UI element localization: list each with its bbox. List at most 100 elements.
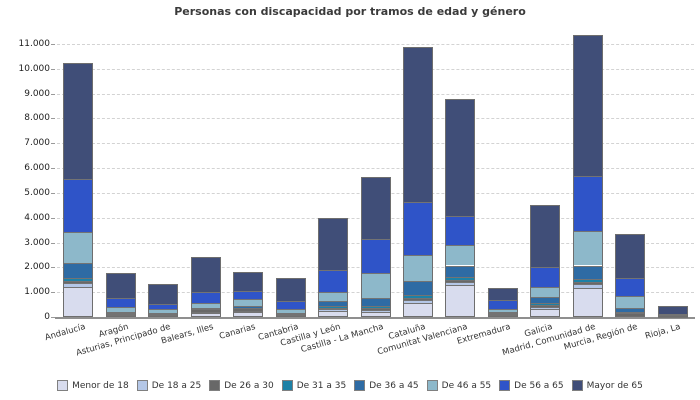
bar-segment-de-26-a-30[interactable] bbox=[487, 313, 518, 315]
bar-segment-mayor-de-65[interactable] bbox=[487, 288, 518, 301]
bar-segment-de-36-a-45[interactable] bbox=[318, 301, 349, 307]
bar-segment-de-36-a-45[interactable] bbox=[105, 311, 136, 314]
bar-segment-de-31-a-35[interactable] bbox=[360, 306, 391, 309]
bar-segment-mayor-de-65[interactable] bbox=[63, 62, 94, 179]
bar-segment-mayor-de-65[interactable] bbox=[615, 233, 646, 279]
bar-segment-mayor-de-65[interactable] bbox=[360, 176, 391, 239]
bar-segment-de-31-a-35[interactable] bbox=[233, 307, 264, 309]
legend-item-de-36-a-45[interactable]: De 36 a 45 bbox=[354, 380, 419, 391]
bar-segment-mayor-de-65[interactable] bbox=[657, 306, 688, 314]
bar-segment-de-36-a-45[interactable] bbox=[445, 265, 476, 278]
bar-segment-de-26-a-30[interactable] bbox=[63, 281, 94, 284]
bar-segment-de-56-a-65[interactable] bbox=[148, 304, 179, 310]
bar-segment-de-26-a-30[interactable] bbox=[233, 308, 264, 312]
bar-segment-de-46-a-55[interactable] bbox=[657, 315, 688, 317]
bar-segment-menor-de-18[interactable] bbox=[530, 309, 561, 317]
bar-segment-de-36-a-45[interactable] bbox=[275, 313, 306, 315]
bar-segment-de-36-a-45[interactable] bbox=[148, 312, 179, 314]
bar-segment-de-36-a-45[interactable] bbox=[402, 281, 433, 295]
bar-segment-de-56-a-65[interactable] bbox=[445, 216, 476, 245]
bar-segment-de-36-a-45[interactable] bbox=[360, 297, 391, 307]
bar-segment-de-56-a-65[interactable] bbox=[530, 267, 561, 288]
bar-segment-de-26-a-30[interactable] bbox=[318, 307, 349, 310]
bar-segment-de-46-a-55[interactable] bbox=[445, 244, 476, 266]
bar-segment-de-56-a-65[interactable] bbox=[402, 201, 433, 256]
bar-segment-de-46-a-55[interactable] bbox=[530, 287, 561, 298]
bar-segment-de-31-a-35[interactable] bbox=[402, 294, 433, 298]
bar-segment-mayor-de-65[interactable] bbox=[148, 283, 179, 305]
bar-segment-de-31-a-35[interactable] bbox=[445, 277, 476, 280]
bar-segment-de-18-a-25[interactable] bbox=[233, 311, 264, 313]
bar-segment-menor-de-18[interactable] bbox=[105, 314, 136, 317]
bar-segment-de-56-a-65[interactable] bbox=[105, 298, 136, 307]
bar-segment-de-18-a-25[interactable] bbox=[318, 309, 349, 311]
bar-segment-de-36-a-45[interactable] bbox=[615, 308, 646, 313]
bar-segment-de-31-a-35[interactable] bbox=[572, 278, 603, 282]
legend-item-mayor-de-65[interactable]: Mayor de 65 bbox=[571, 380, 643, 391]
bar-segment-de-18-a-25[interactable] bbox=[402, 300, 433, 304]
bar-segment-mayor-de-65[interactable] bbox=[233, 271, 264, 291]
bar-segment-de-26-a-30[interactable] bbox=[148, 314, 179, 316]
bar-segment-de-26-a-30[interactable] bbox=[105, 313, 136, 315]
bar-segment-de-26-a-30[interactable] bbox=[530, 305, 561, 307]
bar-segment-de-18-a-25[interactable] bbox=[572, 284, 603, 289]
bar-segment-menor-de-18[interactable] bbox=[445, 284, 476, 317]
bar-segment-de-46-a-55[interactable] bbox=[318, 291, 349, 302]
bar-segment-menor-de-18[interactable] bbox=[402, 303, 433, 317]
bar-segment-de-56-a-65[interactable] bbox=[487, 300, 518, 309]
bar-segment-de-56-a-65[interactable] bbox=[615, 278, 646, 297]
bar-segment-de-46-a-55[interactable] bbox=[360, 272, 391, 298]
bar-segment-de-56-a-65[interactable] bbox=[318, 270, 349, 292]
bar-segment-mayor-de-65[interactable] bbox=[402, 47, 433, 202]
bar-segment-de-31-a-35[interactable] bbox=[190, 308, 221, 310]
bar-segment-de-18-a-25[interactable] bbox=[63, 283, 94, 288]
bar-segment-de-46-a-55[interactable] bbox=[190, 303, 221, 309]
bar-segment-mayor-de-65[interactable] bbox=[190, 257, 221, 293]
bar-segment-de-46-a-55[interactable] bbox=[402, 255, 433, 282]
bar-segment-de-31-a-35[interactable] bbox=[148, 313, 179, 315]
bar-segment-de-18-a-25[interactable] bbox=[615, 315, 646, 317]
bar-segment-de-36-a-45[interactable] bbox=[190, 308, 221, 310]
bar-segment-de-56-a-65[interactable] bbox=[657, 313, 688, 316]
bar-segment-menor-de-18[interactable] bbox=[190, 312, 221, 317]
bar-segment-de-56-a-65[interactable] bbox=[233, 290, 264, 299]
bar-segment-de-31-a-35[interactable] bbox=[615, 312, 646, 314]
bar-segment-de-46-a-55[interactable] bbox=[275, 309, 306, 314]
bar-segment-mayor-de-65[interactable] bbox=[572, 35, 603, 177]
bar-segment-mayor-de-65[interactable] bbox=[275, 277, 306, 301]
legend-item-menor-de-18[interactable]: Menor de 18 bbox=[57, 380, 129, 391]
bar-segment-de-18-a-25[interactable] bbox=[445, 281, 476, 285]
bar-segment-de-56-a-65[interactable] bbox=[360, 238, 391, 273]
bar-segment-de-26-a-30[interactable] bbox=[402, 297, 433, 301]
bar-segment-de-18-a-25[interactable] bbox=[190, 311, 221, 313]
bar-segment-menor-de-18[interactable] bbox=[318, 310, 349, 317]
bar-segment-de-36-a-45[interactable] bbox=[63, 263, 94, 279]
bar-segment-de-31-a-35[interactable] bbox=[487, 313, 518, 315]
bar-segment-de-26-a-30[interactable] bbox=[360, 308, 391, 311]
bar-segment-de-46-a-55[interactable] bbox=[148, 309, 179, 313]
bar-segment-de-46-a-55[interactable] bbox=[105, 306, 136, 312]
bar-segment-mayor-de-65[interactable] bbox=[445, 98, 476, 217]
bar-segment-de-31-a-35[interactable] bbox=[318, 306, 349, 308]
bar-segment-de-26-a-30[interactable] bbox=[572, 281, 603, 285]
bar-segment-de-18-a-25[interactable] bbox=[360, 310, 391, 313]
bar-segment-de-46-a-55[interactable] bbox=[233, 298, 264, 307]
bar-segment-de-26-a-30[interactable] bbox=[445, 279, 476, 282]
bar-segment-de-36-a-45[interactable] bbox=[233, 306, 264, 308]
bar-segment-de-46-a-55[interactable] bbox=[487, 308, 518, 313]
bar-segment-mayor-de-65[interactable] bbox=[318, 217, 349, 271]
bar-segment-de-56-a-65[interactable] bbox=[572, 176, 603, 231]
bar-segment-menor-de-18[interactable] bbox=[63, 287, 94, 317]
bar-segment-menor-de-18[interactable] bbox=[572, 288, 603, 317]
bar-segment-de-31-a-35[interactable] bbox=[105, 313, 136, 315]
bar-segment-de-46-a-55[interactable] bbox=[615, 296, 646, 309]
bar-segment-de-31-a-35[interactable] bbox=[63, 278, 94, 281]
bar-segment-de-46-a-55[interactable] bbox=[572, 231, 603, 266]
bar-segment-de-36-a-45[interactable] bbox=[572, 265, 603, 279]
bar-segment-de-56-a-65[interactable] bbox=[190, 292, 221, 304]
legend-item-de-46-a-55[interactable]: De 46 a 55 bbox=[426, 380, 491, 391]
bar-segment-de-56-a-65[interactable] bbox=[275, 300, 306, 310]
bar-segment-de-56-a-65[interactable] bbox=[63, 178, 94, 233]
bar-segment-de-46-a-55[interactable] bbox=[63, 232, 94, 264]
bar-segment-menor-de-18[interactable] bbox=[233, 312, 264, 317]
